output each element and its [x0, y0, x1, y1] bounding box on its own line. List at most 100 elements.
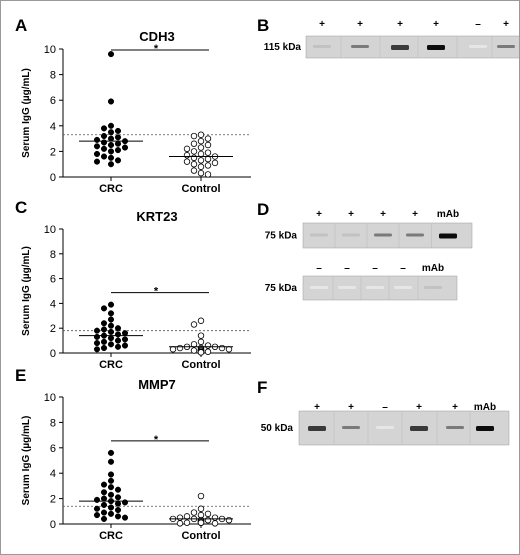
lane-label: +: [348, 209, 354, 220]
data-point: [169, 346, 177, 353]
lane-label: +: [397, 19, 403, 30]
protein-band: [376, 426, 394, 429]
data-point: [197, 163, 205, 170]
x-tick-label: Control: [181, 530, 220, 542]
data-point: [100, 501, 108, 509]
data-point: [107, 471, 115, 478]
data-point: [183, 513, 191, 520]
data-point: [107, 477, 115, 484]
data-point: [100, 326, 108, 333]
data-point: [107, 98, 115, 105]
protein-band: [391, 45, 409, 50]
data-point: [114, 157, 122, 164]
data-point: [107, 51, 115, 58]
y-tick-label: 8: [50, 70, 56, 82]
data-point: [93, 327, 101, 334]
protein-band: [338, 286, 356, 289]
data-point: [197, 150, 205, 158]
data-point: [107, 135, 115, 142]
protein-band: [374, 233, 392, 237]
molecular-weight-label: 115 kDa: [264, 42, 302, 53]
chart-title: MMP7: [138, 377, 176, 392]
data-point: [190, 509, 198, 516]
data-point: [121, 342, 129, 349]
protein-band: [439, 233, 457, 239]
y-tick-label: 2: [50, 494, 56, 506]
data-point: [197, 144, 205, 151]
data-point: [183, 158, 191, 165]
data-point: [93, 136, 101, 143]
data-point: [197, 519, 205, 526]
protein-band: [308, 426, 326, 431]
molecular-weight-label: 50 kDa: [261, 423, 294, 434]
x-tick-label: CRC: [99, 359, 123, 371]
protein-band: [497, 45, 515, 48]
data-point: [114, 337, 122, 344]
molecular-weight-label: 75 kDa: [265, 283, 298, 294]
y-tick-label: 4: [50, 298, 56, 310]
panel-letter: E: [15, 366, 26, 385]
data-point: [197, 317, 205, 324]
data-point: [107, 335, 115, 342]
protein-band: [366, 286, 384, 289]
data-point: [107, 504, 115, 511]
data-point: [100, 320, 108, 327]
significance-marker: *: [154, 43, 159, 55]
y-tick-label: 2: [50, 323, 56, 335]
protein-band: [342, 233, 360, 237]
data-point: [114, 500, 122, 507]
data-point: [204, 141, 212, 149]
y-tick-label: 10: [44, 392, 56, 404]
data-point: [211, 159, 219, 167]
data-point: [93, 505, 101, 512]
lane-label: –: [400, 263, 406, 274]
data-point: [114, 331, 122, 338]
lane-label: –: [382, 402, 388, 413]
x-tick-label: Control: [181, 359, 220, 371]
lane-label: +: [319, 19, 325, 30]
data-point: [107, 129, 115, 136]
blot-strip: – – – – mAb 75 kDa: [265, 263, 458, 301]
chart-title: KRT23: [136, 209, 177, 224]
data-point: [183, 519, 191, 526]
data-point: [93, 158, 101, 165]
protein-band: [410, 426, 428, 431]
data-point: [176, 344, 184, 352]
data-point: [107, 328, 115, 335]
protein-band: [310, 286, 328, 289]
data-point: [107, 458, 115, 465]
panel-letter: F: [257, 378, 267, 397]
data-point: [218, 344, 226, 352]
lane-label: +: [416, 402, 422, 413]
data-point: [204, 149, 212, 156]
data-point: [197, 349, 205, 356]
protein-band: [424, 286, 442, 289]
data-point: [190, 160, 198, 168]
blot-f: F + + – + + mAb 50 kDa: [257, 378, 510, 446]
data-point: [183, 152, 191, 159]
data-point: [114, 325, 122, 332]
y-tick-label: 0: [50, 519, 56, 531]
data-point: [93, 143, 101, 150]
panel-letter: D: [257, 200, 269, 219]
blot-b: B++++–+mAb115 kDa: [257, 16, 519, 59]
lane-label: –: [316, 263, 322, 274]
protein-band: [469, 45, 487, 48]
data-point: [204, 516, 212, 524]
data-point: [107, 141, 115, 149]
data-point: [100, 481, 108, 488]
data-point: [197, 505, 205, 512]
data-point: [114, 486, 122, 493]
protein-band: [446, 426, 464, 429]
y-axis-label: Serum IgG (µg/mL): [21, 416, 32, 506]
data-point: [190, 321, 198, 328]
protein-band: [476, 426, 494, 431]
y-axis-label: Serum IgG (µg/mL): [21, 246, 32, 336]
data-point: [107, 148, 115, 155]
data-point: [114, 147, 122, 154]
membrane: [305, 35, 519, 59]
y-tick-label: 0: [50, 348, 56, 360]
blot-strip: + + – + + mAb 50 kDa: [261, 402, 510, 446]
y-axis-label: Serum IgG (µg/mL): [21, 68, 32, 158]
lane-label: +: [348, 402, 354, 413]
